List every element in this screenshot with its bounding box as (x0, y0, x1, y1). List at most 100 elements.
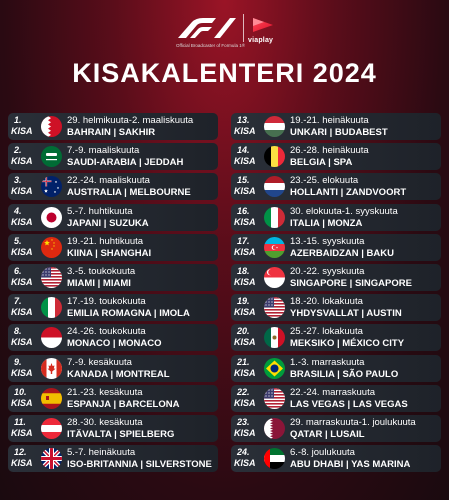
race-row: 8. KISA 24.-26. toukokuuta MONACO | MONACO (8, 324, 218, 352)
race-row: 22. KISA 22.-24. marraskuuta LAS VEGAS | LA… (231, 384, 441, 412)
race-date: 30. elokuuta-1. syyskuuta (290, 205, 398, 217)
race-prefix: KISA (234, 186, 256, 197)
race-date: 3.-5. toukokuuta (67, 265, 136, 277)
race-date: 21.-23. kesäkuuta (67, 386, 143, 398)
race-date: 7.-9. maaliskuuta (67, 145, 140, 157)
f1-logo-icon (178, 18, 236, 38)
race-row: 23. KISA 29. marraskuuta-1. joulukuuta QATA… (231, 414, 441, 442)
race-row: 14. KISA 26.-28. heinäkuuta BELGIA | SPA (231, 143, 441, 171)
race-prefix: KISA (234, 427, 256, 438)
netherlands-flag-icon (264, 176, 285, 198)
qatar-flag-icon (264, 417, 285, 439)
race-location: KANADA | MONTREAL (67, 368, 170, 380)
race-row: 2. KISA 7.-9. maaliskuuta SAUDI-ARABIA | JE… (8, 143, 218, 171)
race-date: 7.-9. kesäkuuta (67, 356, 132, 368)
race-row: 6. KISA 3.-5. toukokuuta MIAMI | MIAMI (8, 263, 218, 291)
race-date: 19.-21. huhtikuuta (67, 235, 144, 247)
race-number: 1. (14, 115, 22, 125)
race-prefix: KISA (11, 216, 33, 227)
race-location: LAS VEGAS | LAS VEGAS (290, 398, 408, 410)
race-column-right: 13. KISA 19.-21. heinäkuuta UNKARI | BUDABE… (231, 113, 441, 475)
race-prefix: KISA (11, 156, 33, 167)
race-number: 13. (237, 115, 250, 125)
header: viaplay Official Broadcaster of Formula … (0, 0, 449, 58)
race-prefix: KISA (11, 397, 33, 408)
race-row: 3. KISA 22.-24. maaliskuuta AUSTRALIA | MEL… (8, 173, 218, 201)
race-prefix: KISA (11, 337, 33, 348)
race-number: 23. (237, 416, 250, 427)
partner-name: viaplay (248, 37, 274, 44)
race-prefix: KISA (234, 246, 256, 257)
race-number: 6. (14, 265, 22, 276)
race-number: 10. (14, 386, 27, 397)
race-row: 18. KISA 20.-22. syyskuuta SINGAPORE | SING… (231, 263, 441, 291)
race-location: HOLLANTI | ZANDVOORT (290, 187, 407, 199)
race-prefix: KISA (234, 367, 256, 378)
japan-flag-icon (41, 206, 62, 228)
race-row: 24. KISA 6.-8. joulukuuta ABU DHABI | YAS M… (231, 445, 441, 473)
race-date: 17.-19. toukokuuta (67, 296, 146, 308)
race-location: ESPANJA | BARCELONA (67, 398, 180, 410)
race-row: 5. KISA 19.-21. huhtikuuta KIINA | SHANGHAI (8, 233, 218, 261)
race-location: JAPANI | SUZUKA (67, 217, 149, 229)
race-date: 25.-27. lokakuuta (290, 326, 363, 338)
race-location: ISO-BRITANNIA | SILVERSTONE (67, 459, 212, 471)
race-row: 13. KISA 19.-21. heinäkuuta UNKARI | BUDABE… (231, 113, 441, 140)
azerbaijan-flag-icon (264, 236, 285, 258)
race-number: 11. (14, 416, 26, 427)
china-flag-icon (41, 236, 62, 258)
italy-flag-icon (41, 297, 62, 319)
usa-flag-icon (264, 297, 285, 319)
austria-flag-icon (41, 417, 62, 439)
race-date: 19.-21. heinäkuuta (290, 115, 369, 126)
usa-flag-icon (264, 387, 285, 409)
race-date: 29. helmikuuta-2. maaliskuuta (67, 115, 194, 126)
race-location: YHDYSVALLAT | AUSTIN (290, 308, 402, 320)
mexico-flag-icon (264, 327, 285, 349)
race-row: 12. KISA 5.-7. heinäkuuta ISO-BRITANNIA | S… (8, 445, 218, 473)
race-column-left: 1. KISA 29. helmikuuta-2. maaliskuuta BAHRA… (8, 113, 218, 475)
race-row: 10. KISA 21.-23. kesäkuuta ESPANJA | BARCEL… (8, 384, 218, 412)
race-location: BELGIA | SPA (290, 157, 353, 169)
race-number: 8. (14, 326, 22, 337)
race-location: MIAMI | MIAMI (67, 277, 131, 289)
race-prefix: KISA (234, 458, 256, 469)
race-number: 2. (14, 145, 22, 156)
race-number: 9. (14, 356, 22, 367)
race-number: 18. (237, 265, 250, 276)
race-location: BAHRAIN | SAKHIR (67, 127, 156, 138)
usa-flag-icon (41, 266, 62, 288)
race-row: 15. KISA 23.-25. elokuuta HOLLANTI | ZANDVO… (231, 173, 441, 201)
race-prefix: KISA (11, 276, 33, 287)
header-divider (243, 14, 244, 42)
race-row: 4. KISA 5.-7. huhtikuuta JAPANI | SUZUKA (8, 203, 218, 231)
race-location: SAUDI-ARABIA | JEDDAH (67, 157, 184, 169)
race-location: KIINA | SHANGHAI (67, 247, 152, 259)
race-prefix: KISA (11, 246, 33, 257)
hungary-flag-icon (264, 116, 285, 137)
australia-flag-icon (41, 176, 62, 198)
race-row: 20. KISA 25.-27. lokakuuta MEKSIKO | MÉXICO… (231, 324, 441, 352)
italy-flag-icon (264, 206, 285, 228)
race-prefix: KISA (11, 427, 33, 438)
race-prefix: KISA (11, 307, 33, 318)
race-number: 12. (14, 447, 27, 458)
race-row: 16. KISA 30. elokuuta-1. syyskuuta ITALIA |… (231, 203, 441, 231)
belgium-flag-icon (264, 146, 285, 168)
race-row: 7. KISA 17.-19. toukokuuta EMILIA ROMAGNA |… (8, 294, 218, 322)
race-location: MONACO | MONACO (67, 338, 162, 350)
race-location: QATAR | LUSAIL (290, 428, 365, 440)
bahrain-flag-icon (41, 116, 62, 137)
race-date: 1.-3. marraskuuta (290, 356, 365, 368)
race-date: 5.-7. heinäkuuta (67, 447, 136, 459)
race-prefix: KISA (234, 307, 256, 318)
page-title: KISAKALENTERI 2024 (72, 58, 377, 88)
race-number: 16. (237, 205, 250, 216)
race-number: 14. (237, 145, 250, 156)
broadcaster-tagline: Official Broadcaster of Formula 1® (176, 43, 246, 48)
race-number: 19. (237, 296, 250, 307)
race-row: 17. KISA 13.-15. syyskuuta AZERBAIDZAN | BA… (231, 233, 441, 261)
race-location: AUSTRALIA | MELBOURNE (67, 187, 191, 199)
race-date: 13.-15. syyskuuta (290, 235, 365, 247)
race-number: 24. (237, 447, 250, 458)
